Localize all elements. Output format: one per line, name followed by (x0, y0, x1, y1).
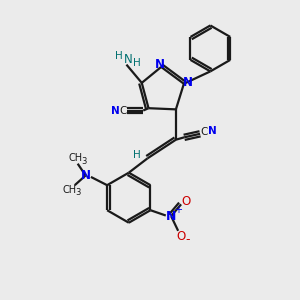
Text: N: N (166, 210, 176, 223)
Text: C: C (119, 106, 127, 116)
Text: O: O (176, 230, 185, 243)
Text: CH: CH (62, 184, 76, 195)
Text: N: N (111, 106, 119, 116)
Text: 3: 3 (82, 157, 87, 166)
Text: -: - (185, 232, 190, 246)
Text: C: C (201, 127, 208, 137)
Text: O: O (181, 195, 190, 208)
Text: 3: 3 (76, 188, 81, 197)
Text: H: H (115, 51, 123, 62)
Text: H: H (134, 150, 141, 160)
Text: N: N (155, 58, 165, 70)
Text: CH: CH (68, 153, 83, 164)
Text: N: N (183, 76, 193, 89)
Text: N: N (124, 53, 132, 66)
Text: N: N (208, 126, 217, 136)
Text: N: N (81, 169, 91, 182)
Text: H: H (133, 58, 141, 68)
Text: +: + (174, 205, 182, 214)
